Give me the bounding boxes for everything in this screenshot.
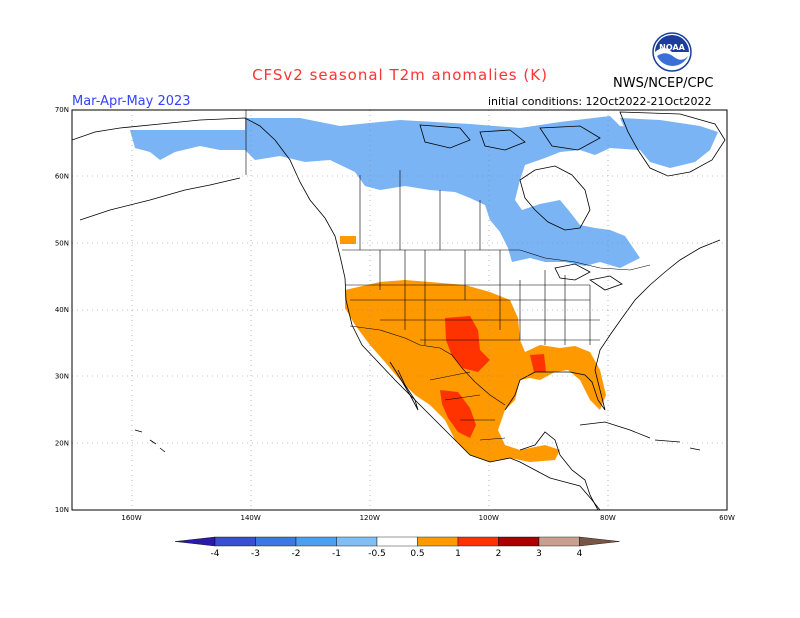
logo-text: NOAA [659, 43, 685, 52]
lon-tick-label: 160W [121, 514, 141, 522]
colorbar-label: 2 [496, 549, 502, 559]
hot-anomaly-core [445, 316, 490, 372]
lat-tick-label: 10N [55, 506, 69, 514]
colorbar-label: -3 [251, 549, 260, 559]
colorbar-segment [336, 536, 378, 547]
colorbar-segment [457, 536, 499, 547]
lat-tick-label: 20N [55, 439, 69, 447]
colorbar-label: -4 [211, 549, 220, 559]
colorbar-arrow-high [579, 536, 620, 547]
borders [245, 110, 651, 441]
lat-tick-label: 70N [55, 106, 69, 114]
agency-label: NWS/NCEP/CPC [613, 76, 714, 91]
hot-anomaly-gulf [530, 354, 546, 372]
colorbar-label: 0.5 [410, 549, 424, 559]
lon-tick-label: 80W [600, 514, 616, 522]
colorbar-label: 1 [455, 549, 461, 559]
cool-anomaly-region-east [620, 118, 718, 168]
lon-tick-label: 140W [240, 514, 260, 522]
initial-conditions-label: initial conditions: 12Oct2022-21Oct2022 [488, 95, 712, 108]
lon-tick-label: 120W [360, 514, 380, 522]
colorbar-label: -1 [332, 549, 341, 559]
anomaly-shading [130, 116, 718, 462]
map-frame [71, 109, 728, 511]
lat-tick-label: 40N [55, 306, 69, 314]
colorbar-segment [498, 536, 540, 547]
lat-tick-label: 30N [55, 373, 69, 381]
colorbar-label: -2 [292, 549, 301, 559]
lon-tick-label: 60W [719, 514, 735, 522]
colorbar-label: 4 [577, 549, 583, 559]
colorbar: -4 -3 -2 -1 -0.5 0.5 1 2 3 4 [174, 536, 620, 559]
coastlines [72, 111, 726, 510]
colorbar-segment [214, 536, 256, 547]
colorbar-segment [538, 536, 580, 547]
season-label: Mar-Apr-May 2023 [72, 94, 191, 109]
colorbar-segment [376, 536, 418, 547]
noaa-logo-icon: NOAA [652, 32, 692, 72]
map-title: CFSv2 seasonal T2m anomalies (K) [252, 66, 548, 84]
colorbar-segment [255, 536, 297, 547]
hot-anomaly-mexico [440, 390, 476, 438]
gridlines [72, 110, 727, 510]
colorbar-label: 3 [536, 549, 542, 559]
warm-anomaly-canada [340, 236, 356, 244]
colorbar-arrow-low [174, 536, 216, 547]
cool-anomaly-region-north [130, 116, 655, 268]
latitude-ticks: 10N 20N 30N 40N 50N 60N 70N [55, 106, 69, 514]
colorbar-segment [417, 536, 459, 547]
lat-tick-label: 50N [55, 239, 69, 247]
longitude-ticks: 160W 140W 120W 100W 80W 60W [121, 514, 735, 522]
colorbar-label: -0.5 [368, 549, 386, 559]
colorbar-segment [295, 536, 337, 547]
lat-tick-label: 60N [55, 173, 69, 181]
lon-tick-label: 100W [479, 514, 499, 522]
